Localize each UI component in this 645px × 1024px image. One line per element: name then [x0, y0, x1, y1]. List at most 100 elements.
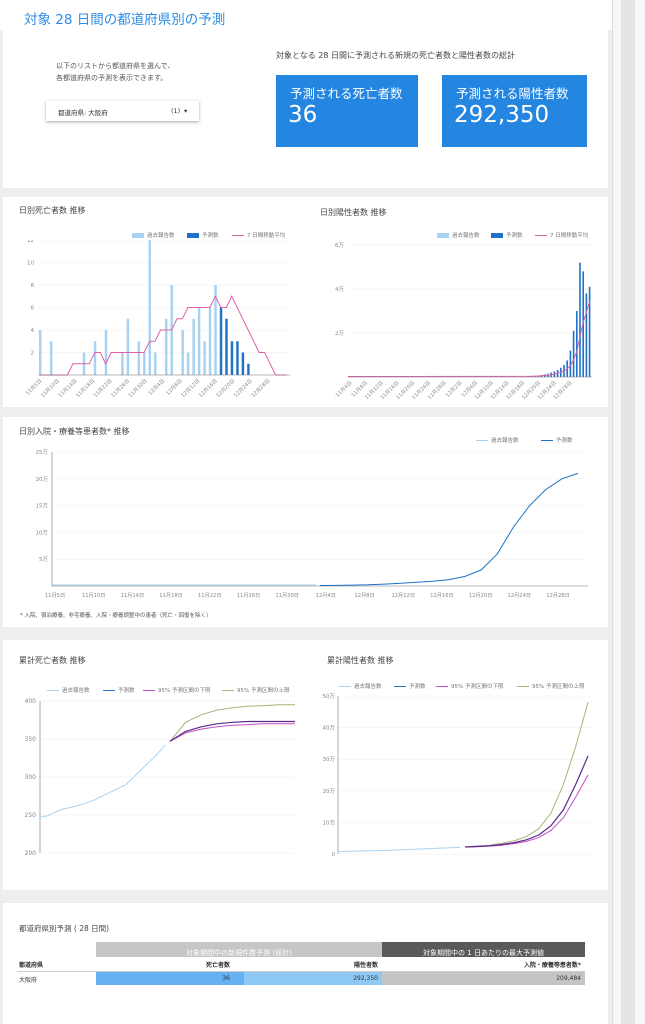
- legend-ci-high: 95% 予測区間の上限: [222, 686, 289, 694]
- moving-avg-line: [347, 300, 591, 377]
- legend-ci-low: 95% 予測区間の下限: [436, 682, 503, 690]
- bar-reported: [154, 352, 157, 375]
- x-tick-label: 11月22日: [198, 592, 222, 599]
- bar-reported: [121, 352, 124, 375]
- x-tick-label: 12月4日: [147, 377, 166, 396]
- scrollbar[interactable]: [621, 0, 635, 1024]
- bar-reported: [186, 352, 190, 375]
- legend-ci-low: 95% 予測区間の下限: [143, 686, 210, 694]
- x-tick-label: 12月28日: [250, 377, 272, 399]
- totals-heading: 対象となる 28 日間に予測される新規の死亡者数と陽性者数の総計: [276, 51, 516, 60]
- ci-low-line: [169, 723, 295, 742]
- daily-charts-card: [3, 197, 608, 407]
- deaths-stat-card: 予測される死亡者数 36: [276, 75, 418, 147]
- bar-reported: [203, 341, 206, 375]
- x-tick-label: 11月30日: [275, 592, 299, 599]
- y-tick-label: 0: [332, 852, 336, 858]
- cases-stat-value: 292,350: [454, 102, 550, 128]
- deaths-stat-label: 予測される死亡者数: [290, 86, 403, 101]
- y-tick-label: 20万: [323, 788, 336, 795]
- cum-cases-chart: 0 10万 20万 30万 40万 50万: [323, 693, 590, 858]
- legend-ci-high: 95% 予測区間の上限: [517, 682, 584, 690]
- bar-forecast: [588, 286, 591, 377]
- bar-reported: [104, 330, 108, 375]
- cell-deaths: 36: [222, 975, 230, 982]
- col-deaths[interactable]: 死亡者数: [205, 962, 230, 969]
- x-tick-label: 11月10日: [82, 592, 106, 599]
- bar-reported: [208, 307, 212, 375]
- legend-forecast: 予測数: [187, 231, 219, 239]
- cell-cases-bg: [244, 972, 382, 985]
- bar-forecast: [569, 350, 572, 377]
- y-tick-label: 4万: [335, 286, 344, 293]
- x-tick-label: 12月12日: [391, 592, 415, 599]
- bar-reported: [137, 341, 141, 375]
- hospital-title: 日別入院・療養等患者数* 推移: [19, 427, 130, 436]
- y-tick-label: 8: [31, 283, 35, 289]
- scroll-rail: [612, 0, 645, 1024]
- legend-forecast: 予測数: [103, 686, 135, 694]
- cases-stat-card: 予測される陽性者数 292,350: [442, 75, 587, 147]
- col-cases[interactable]: 陽性者数: [353, 962, 378, 969]
- y-tick-label: 250: [25, 812, 37, 819]
- x-tick-label: 12月4日: [316, 592, 336, 599]
- y-tick-label: 2万: [335, 330, 344, 337]
- bar-forecast: [585, 293, 588, 377]
- cell-hosp-bg: [382, 972, 585, 985]
- y-tick-label: 20万: [36, 476, 49, 483]
- cum-deaths-chart: 200 250 300 350 400: [25, 698, 295, 857]
- hospital-footnote: * 入院、宿泊療養、非宅療養、入院・療養調整中の患者（死亡・回復を除く）: [20, 613, 212, 619]
- legend-reported: 過去報告数: [47, 686, 90, 694]
- forecast-line: [319, 472, 579, 586]
- x-tick-label: 11月5日: [45, 592, 65, 599]
- x-tick-label: 11月30日: [127, 377, 149, 399]
- forecast-line: [169, 720, 295, 742]
- reported-line: [39, 744, 166, 818]
- page-title: 対象 28 日間の都道府県別の予測: [24, 12, 226, 28]
- daily-deaths-chart: 2468101211月5日11月10日11月14日11月18日11月22日11月…: [24, 240, 290, 399]
- legend-forecast: 予測数: [491, 231, 523, 239]
- bar-reported: [126, 318, 130, 375]
- table-row: 大阪府 36 292,350 209,484: [17, 972, 585, 985]
- bar-reported: [214, 285, 217, 375]
- x-tick-label: 12月8日: [354, 592, 374, 599]
- bar-forecast: [230, 341, 234, 375]
- bar-forecast: [219, 307, 223, 375]
- dropdown-count: (1): [171, 107, 181, 115]
- group-peak-label: 対象期間中の 1 日あたりの最大予測値: [423, 949, 544, 957]
- bar-reported: [165, 318, 168, 375]
- legend-reported: 過去報告数: [437, 231, 480, 239]
- col-hosp[interactable]: 入院・療養等患者数*: [523, 962, 581, 969]
- y-tick-label: 5万: [39, 556, 48, 563]
- table-card: [3, 903, 608, 1024]
- chevron-down-icon: ▾: [184, 107, 188, 115]
- bar-reported: [192, 318, 195, 375]
- cum-deaths-title: 累計死亡者数 推移: [19, 656, 86, 665]
- intro-text-line1: 以下のリストから都道府県を選んで、: [56, 62, 175, 70]
- y-tick-label: 6万: [335, 242, 344, 249]
- bar-reported: [49, 341, 53, 375]
- cell-hosp: 209,484: [556, 975, 581, 982]
- reported-line: [337, 846, 461, 852]
- legend-forecast: 予測数: [394, 682, 426, 690]
- y-tick-label: 400: [25, 698, 37, 705]
- bar-forecast: [241, 352, 245, 375]
- moving-avg-line: [40, 295, 287, 376]
- page-header: 対象 28 日間の都道府県別の予測: [0, 0, 612, 30]
- table-header-row: 都道府県 死亡者数 陽性者数 入院・療養等患者数*: [17, 957, 585, 972]
- daily-cases-chart: 2万4万6万11月4日11月8日11月12日11月16日11月20日11月24日…: [334, 242, 592, 400]
- legend-moving-avg: 7 日間移動平均: [232, 231, 285, 239]
- y-tick-label: 6: [31, 306, 35, 312]
- y-tick-label: 40万: [323, 725, 336, 732]
- y-tick-label: 2: [31, 351, 35, 357]
- cumulative-card: [3, 640, 608, 890]
- x-tick-label: 11月18日: [159, 592, 183, 599]
- prefecture-dropdown[interactable]: 都道府県: 大阪府 (1) ▾: [46, 101, 199, 121]
- y-tick-label: 30万: [323, 756, 336, 763]
- legend-reported: 過去報告数: [339, 682, 382, 690]
- bar-reported: [39, 330, 42, 375]
- cum-cases-title: 累計陽性者数 推移: [327, 656, 394, 665]
- col-pref[interactable]: 都道府県: [19, 962, 44, 969]
- y-tick-label: 200: [25, 850, 37, 857]
- y-tick-label: 25万: [36, 449, 49, 456]
